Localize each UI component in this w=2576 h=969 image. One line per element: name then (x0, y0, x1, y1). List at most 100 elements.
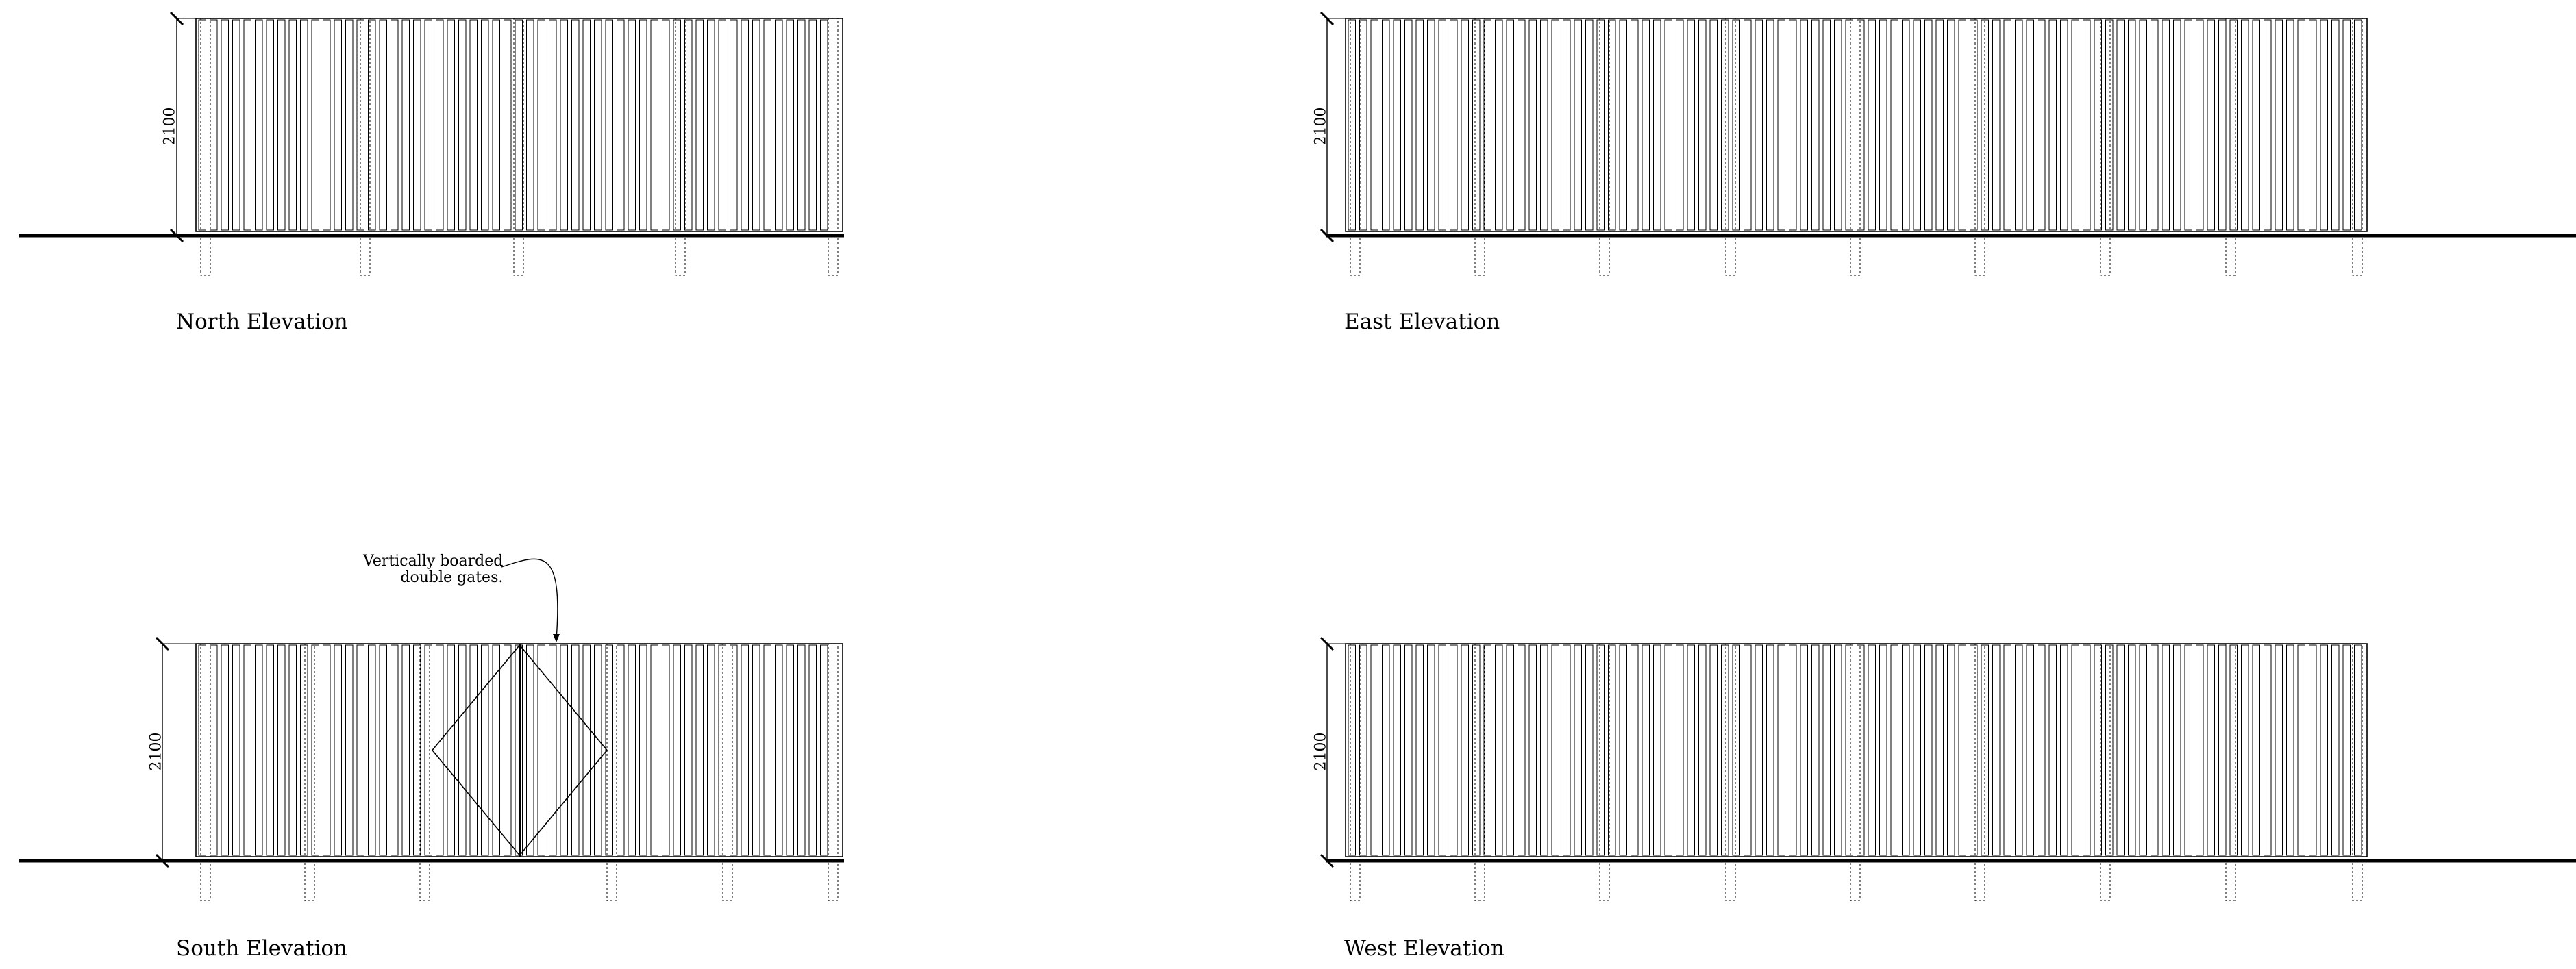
south-board (401, 644, 410, 856)
north-post (828, 18, 839, 232)
south-board (786, 644, 794, 856)
west-elevation-title: West Elevation (1344, 936, 1504, 961)
north-board (243, 19, 251, 231)
west-board (1981, 644, 1989, 856)
east-post-footing (1725, 235, 1736, 276)
west-board (2015, 644, 2023, 856)
south-board (447, 644, 455, 856)
north-board (221, 19, 229, 231)
east-board (1822, 19, 1831, 231)
west-board (1845, 644, 1853, 856)
north-board (198, 19, 206, 231)
west-board (1879, 644, 1887, 856)
east-post-footing (1474, 235, 1485, 276)
west-dimension-tick (1320, 853, 1335, 868)
east-dimension-tick (1320, 228, 1335, 243)
east-board (2218, 19, 2227, 231)
east-board (1913, 19, 1921, 231)
north-board (560, 19, 568, 231)
north-board (334, 19, 342, 231)
north-fence-outline (195, 18, 843, 232)
south-post-footing (722, 860, 733, 901)
east-board (1868, 19, 1876, 231)
west-board (1563, 644, 1571, 856)
east-board (2241, 19, 2249, 231)
south-board (221, 644, 229, 856)
south-board (300, 644, 308, 856)
south-post-footing (419, 860, 430, 901)
west-board (1970, 644, 1978, 856)
south-post (606, 643, 617, 857)
west-board (2342, 644, 2351, 856)
east-board (2026, 19, 2034, 231)
east-board (2297, 19, 2305, 231)
south-post-footing (828, 860, 839, 901)
west-post-footing (2225, 860, 2236, 901)
west-board (2207, 644, 2215, 856)
west-board (2309, 644, 2317, 856)
west-board (1890, 644, 1898, 856)
east-board (1415, 19, 1424, 231)
west-board (2196, 644, 2204, 856)
south-board (368, 644, 376, 856)
west-board (1631, 644, 1639, 856)
east-board (1664, 19, 1672, 231)
west-board (1676, 644, 1684, 856)
east-board (1653, 19, 1661, 231)
west-board (2229, 644, 2238, 856)
west-board (1528, 644, 1537, 856)
north-board (379, 19, 387, 231)
west-board (1642, 644, 1650, 856)
south-board (232, 644, 240, 856)
south-post-footing (304, 860, 315, 901)
west-board (1766, 644, 1774, 856)
west-post (1599, 643, 1610, 857)
east-board (1450, 19, 1458, 231)
south-elevation-title: South Elevation (176, 936, 348, 961)
east-post (1850, 18, 1861, 232)
east-board (1698, 19, 1707, 231)
east-board (1834, 19, 1842, 231)
north-post-footing (513, 235, 524, 276)
east-board (2252, 19, 2260, 231)
east-board (1382, 19, 1390, 231)
south-dimension-tick (155, 636, 170, 651)
east-board (2207, 19, 2215, 231)
west-board (2162, 644, 2170, 856)
east-board (1608, 19, 1616, 231)
east-board (1438, 19, 1446, 231)
west-board (1857, 644, 1865, 856)
south-board (549, 644, 557, 856)
gate-annotation: Vertically boarded double gates. (363, 553, 504, 586)
south-dimension-tick (155, 853, 170, 868)
east-board (2139, 19, 2147, 231)
north-board (210, 19, 218, 231)
east-post (1725, 18, 1736, 232)
east-board (2320, 19, 2328, 231)
east-post-footing (1350, 235, 1361, 276)
north-board (549, 19, 557, 231)
west-board (2331, 644, 2340, 856)
north-board (718, 19, 726, 231)
north-board (639, 19, 647, 231)
west-board (1427, 644, 1435, 856)
east-board (2196, 19, 2204, 231)
west-board (2241, 644, 2249, 856)
east-board (2105, 19, 2114, 231)
east-board (1857, 19, 1865, 231)
east-board (1642, 19, 1650, 231)
north-board (266, 19, 274, 231)
east-board (1427, 19, 1435, 231)
west-board (1370, 644, 1378, 856)
south-board (662, 644, 670, 856)
west-board (2083, 644, 2091, 856)
north-dimension-tick (169, 11, 184, 26)
south-post (304, 643, 315, 857)
west-post (1850, 643, 1861, 857)
west-board (1709, 644, 1718, 856)
north-board (752, 19, 760, 231)
east-board (2128, 19, 2136, 231)
north-board (288, 19, 297, 231)
south-board (356, 644, 364, 856)
west-board (1461, 644, 1469, 856)
